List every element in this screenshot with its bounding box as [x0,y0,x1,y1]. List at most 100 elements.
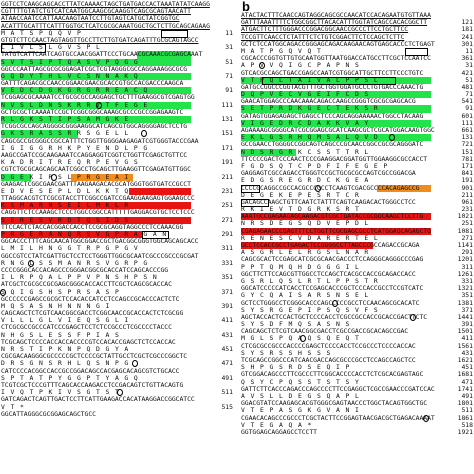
motif-box [160,29,189,39]
position-number: 431 [461,348,473,357]
dna-sequence-line: CGAGAGAACCCGAGTTTCCTGGTTCGCGAGCGCCTCATGG… [240,227,474,235]
sequence-text: TTCCACTCTACCACGGACCACCTCCGCGCAGGTAGGCCCT… [1,223,184,231]
amino-acid-line: A P V V Q I G C P A P N S 31 [240,62,474,70]
sequence-text: R E N E S C V D A R E R T E L [241,234,379,242]
position-number: 331 [221,258,233,267]
amino-acid-line: V T * 515 [0,403,234,411]
sequence-text: TCGGCGCCAGCAGGGGCGGGAAGGCATCAGCGTGGCAGGG… [1,123,188,131]
sequence-text: D E G E K E P E S R T C R [241,191,360,199]
sequence-text: GGCTTCTTCCAGCGTTGGCCTCCAGCTCACGCCACCGCAG… [241,270,416,278]
sequence-text: AAGCCGATCCGCAAGAAATCCAGGAGGTCGGTCTGGTTCG… [1,151,188,159]
position-number: 361 [461,54,473,63]
amino-acid-line: E D G S R E G R D C K G E A 191 [240,177,474,184]
position-number: 661 [461,126,473,134]
position-number: 1621 [457,356,473,364]
residue-circle [51,173,58,181]
sequence-text: CATCCCCACGGCCACCGCCGGACAGCCACGAGCACAGCGT… [1,367,180,375]
position-number: 211 [221,172,233,181]
position-number: 451 [461,363,473,372]
sequence-text: V L L L G L V I E Q S G L I [1,317,130,325]
sequence-text: P R G E R A N Q R S V G P R A G A N [1,231,168,238]
dna-sequence-line: GACAGCCAAGCTGTTCAATCTATTTCAGTCAAGACACTGG… [240,198,474,208]
dna-sequence-line: CGCACCCGGTGTTGTGCAATGGTTAATGGACCATGCCTTC… [240,54,474,63]
green-domain-highlight [241,105,431,113]
position-number: 601 [461,111,473,120]
sequence-text: TTAGGCACGTCTCGCGTACCTTCGGCCGATCCGAAGGAAG… [1,195,195,203]
amino-acid-line: M A T P G Q V Q T 11 [240,47,474,57]
position-number: 781 [461,154,473,163]
position-number: 91 [225,86,233,95]
position-number: 111 [221,100,233,109]
position-number: 131 [461,133,473,142]
dna-sequence-line: GCCCCCCGAGCCGCGCTCCACACCATCCTCCAGCCGCACC… [0,296,234,303]
motif-box [262,76,397,86]
residue-circle [299,335,306,343]
red-domain-highlight [1,231,142,239]
sequence-text: G K S R A S S R R S G E L L [1,130,130,138]
sequence-text: GGCCGTCCTATCGATTGCTCCTCCTGGGTTGGCGCAATCG… [1,252,199,260]
position-number: 431 [221,330,233,339]
amino-acid-line: A V S L L D E G S Q A P L 491 [240,392,474,400]
residue-circle [423,414,430,422]
position-number: 421 [461,68,473,77]
position-number: 271 [221,215,233,224]
dna-sequence-line: TCGGAGCGCAAAATCCTGCGCGCCAGGAGCTGCTTTGAAG… [0,94,234,101]
amino-acid-line: G S R L Q S L R T L P P S T R 331 [240,277,474,285]
position-number: 151 [461,147,473,156]
dna-sequence-line: CAGCGCCGCGGGCCGCCATTTCTGGTTGGGGAAGAGATCG… [0,138,234,145]
sequence-text: GAGGAGTCGCCAGACCTGGGTCCGCTGCGCGCCAGTCGCC… [241,170,416,178]
position-number: 371 [221,287,233,296]
dna-sequence-line: CAGCAGCTCTCGTCAACGGCGACCTCGGCAACCGCACCAC… [0,310,234,317]
position-number: 51 [225,57,233,66]
amino-acid-line: V T E G A Q A * 518 [240,421,474,429]
amino-acid-line: S Y S R S S H S S S 431 [240,348,474,357]
position-number: 301 [461,39,473,48]
amino-acid-line: M Q S A S N H N N N G I 391 [0,302,234,310]
sequence-text: CTCGCGCCGCCCATCCCGAGCTCCTCTCCGCCCTCGCCCC… [1,324,172,332]
sequence-text: S E R E S V R D T Q S I D S [1,216,130,224]
green-domain-highlight [241,119,431,127]
sequence-text: E K L G S R H Q M S A L Q V D [241,134,379,142]
amino-acid-line: I G I G G R H K P Y E N D L P G 171 [0,144,234,152]
position-number: 411 [461,334,473,343]
dna-sequence-line: GTGTCTTCCAACTAGTAGGTTGCCTTCTTGTGATCAGATT… [0,37,234,44]
position-number: 391 [461,320,473,329]
sequence-text: GTGTCTTCCAACTAGTAGGTTGCCTTCTTGTGATCAGATT… [1,36,199,44]
amino-acid-line: I V Q T P K I V S G T S T 511 [0,388,234,397]
dna-sequence-line: AAATGCCGAGAAGAGCAAGACGTCGCTGATACCGCGGCAA… [240,212,474,221]
sequence-text: TCCGTTCAACCTCTATTTCTCTGTCGGACTTCTCCAGCTC… [241,33,405,41]
position-number: 11 [225,28,233,37]
sequence-text: P P T Q M Q H D G G G I L [241,263,360,271]
dna-sequence-line: TCGGCGCCAGCAGGGGCGGGAAGGCATCAGCGTGGCAGGG… [0,123,234,130]
sequence-text: GATTTAAATTTTCTGGCGGCTTACACATTTGGTATCAGCC… [241,19,428,27]
position-number: 111 [461,118,473,127]
red-domain-highlight [1,202,191,210]
sequence-text: S P T A T P Y G G P T Y A G Q [1,374,139,382]
position-number: 411 [221,316,233,325]
sequence-text: GGTCCTCAAGCAGCACCTTATCAAAACTAGCTGATGACCA… [1,1,210,8]
amino-acid-line: S V T S I P T Q A S V P Q G G 51 [0,57,234,66]
position-number: 1441 [457,312,473,321]
green-domain-highlight [137,51,191,59]
amino-acid-line: F G D S Q T C P D F I F E G E P 171 [240,162,474,170]
position-number: 1021 [457,212,473,221]
sequence-text: A P V V Q I G C P A P N S [241,62,360,70]
sequence-text: F G D S Q T C P D F I F E G E P [241,162,389,170]
sequence-text: CAGGTTCTCCAAAGCTCCCTGGCCGGCCATTTTTGAGGAC… [1,209,195,217]
residue-circle [27,259,34,267]
dna-sequence-line: CTCGCGCCGCCCACCCCGAGCTCCCCACCTCCGCCCTCCC… [240,342,474,350]
amino-acid-line: S H P G S R D S E Q I P 451 [240,363,474,372]
dna-sequence-line: GGCCCAATTAGCGCGCGGAGATCGCTCGTAGGGCGCCAGG… [0,66,234,73]
amino-acid-line: N H G S L E S S F P I A S 431 [0,330,234,339]
amino-acid-line: S E R E S V R D T Q S I D S 271 [0,215,234,224]
position-number: 231 [461,205,473,214]
sequence-text: CGCGACAAGGGCGCCCCCGCTCCCCGCTATTGCCTCGCTC… [1,353,188,361]
sequence-text: CCCCGGGCACCACAGCCCGGGACGGCGCACCATCCAGCAC… [1,266,169,274]
sequence-text: CGTTTTGTATCTGTCATCAATGGCAAGCGCAAGGTCAGCG… [1,8,191,16]
position-number: 1381 [457,298,473,307]
sequence-text: GGCCCAATTAGCGCGCGGAGATCGCTCGTAGGGCGCCAGG… [1,65,188,73]
dna-sequence-line: CAGGTTCTCCAAAGCTCCCTGGCCGGCCATTTTTGAGGAC… [0,209,234,216]
orange-domain-highlight [377,184,431,192]
dna-sequence-line: TCCGTTCAACCTCTATTTCTCTGTCGGACTTCTCCAGCTC… [240,33,474,41]
position-number: 541 [461,97,473,106]
